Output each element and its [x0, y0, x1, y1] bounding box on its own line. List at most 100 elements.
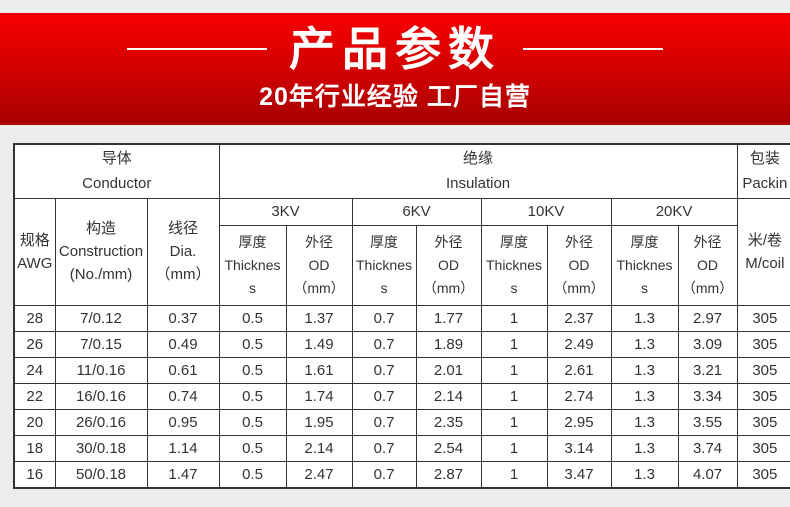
cell-6kv-thickness: 0.7 — [351, 460, 417, 488]
cell-10kv-od: 2.95 — [546, 408, 612, 436]
table-row: 26 7/0.15 0.49 0.5 1.49 0.7 1.89 1 2.49 1.3 3.09 30… — [13, 330, 790, 358]
cell-10kv-od: 2.74 — [546, 382, 612, 410]
packing-label-en: Packin — [742, 175, 788, 193]
cell-dia: 0.49 — [146, 330, 220, 358]
header-3kv-od: 外径 OD （mm） — [285, 224, 353, 306]
od-label-unit: （mm） — [681, 279, 734, 296]
header-10kv-od: 外径 OD （mm） — [546, 224, 612, 306]
cell-10kv-od: 2.61 — [546, 356, 612, 384]
cell-dia: 1.47 — [146, 460, 220, 488]
cell-6kv-od: 2.35 — [415, 408, 482, 436]
cell-20kv-thickness: 1.3 — [610, 330, 679, 358]
cell-6kv-od: 2.87 — [415, 460, 482, 488]
packing-label-zh: 包装 — [749, 150, 780, 168]
cell-20kv-od: 3.55 — [677, 408, 738, 436]
insulation-label-en: Insulation — [445, 175, 511, 193]
cell-3kv-thickness: 0.5 — [218, 330, 287, 358]
header-kv-3: 3KV — [218, 197, 353, 226]
cell-10kv-od: 2.49 — [546, 330, 612, 358]
cell-m-per-coil: 305 — [736, 434, 790, 462]
header-10kv-thickness: 厚度 Thickness — [480, 224, 548, 306]
od-label-zh: 外径 — [305, 233, 333, 250]
cell-6kv-thickness: 0.7 — [351, 434, 417, 462]
cell-construction: 11/0.16 — [54, 356, 148, 384]
thickness-label-zh: 厚度 — [238, 233, 267, 250]
od-label-en: OD — [438, 256, 459, 273]
header-insulation: 绝缘 Insulation — [218, 143, 738, 199]
cell-3kv-od: 1.61 — [285, 356, 353, 384]
thickness-label-zh: 厚度 — [500, 233, 528, 250]
cell-3kv-od: 1.49 — [285, 330, 353, 358]
cell-6kv-od: 1.89 — [415, 330, 482, 358]
cell-3kv-thickness: 0.5 — [218, 460, 287, 488]
cell-dia: 1.14 — [146, 434, 220, 462]
cell-dia: 0.61 — [146, 356, 220, 384]
cell-construction: 16/0.16 — [54, 382, 148, 410]
cell-20kv-thickness: 1.3 — [610, 304, 679, 332]
cell-m-per-coil: 305 — [736, 408, 790, 436]
cell-10kv-thickness: 1 — [480, 330, 548, 358]
header-conductor: 导体 Conductor — [13, 143, 220, 199]
header-kv-row: 规格 AWG 构造 Construction (No./mm) 线径 Dia. … — [13, 197, 790, 306]
cell-10kv-thickness: 1 — [480, 304, 548, 332]
mcoil-label-zh: 米/卷 — [747, 231, 782, 249]
cell-6kv-thickness: 0.7 — [351, 356, 417, 384]
cell-3kv-od: 1.95 — [285, 408, 353, 436]
cell-20kv-thickness: 1.3 — [610, 408, 679, 436]
cell-awg: 26 — [13, 330, 56, 358]
od-label-unit: （mm） — [422, 279, 475, 296]
banner: 产品参数 20年行业经验 工厂自营 — [0, 13, 790, 125]
cell-m-per-coil: 305 — [736, 460, 790, 488]
spec-table-wrap: 导体 Conductor 绝缘 Insulation 包装 Packin 规格 … — [13, 143, 790, 489]
cell-20kv-thickness: 1.3 — [610, 382, 679, 410]
dia-label-zh: 线径 — [167, 220, 198, 237]
cell-3kv-thickness: 0.5 — [218, 408, 287, 436]
page-title: 产品参数 — [289, 23, 501, 75]
cell-20kv-thickness: 1.3 — [610, 460, 679, 488]
table-row: 28 7/0.12 0.37 0.5 1.37 0.7 1.77 1 2.37 1.3 2.97 30… — [13, 304, 790, 332]
cell-3kv-od: 2.14 — [285, 434, 353, 462]
header-group-row: 导体 Conductor 绝缘 Insulation 包装 Packin — [13, 143, 790, 199]
header-kv-20: 20KV — [610, 197, 738, 226]
od-label-en: OD — [697, 256, 719, 273]
cell-awg: 16 — [13, 460, 56, 488]
cell-3kv-thickness: 0.5 — [218, 434, 287, 462]
header-3kv-thickness: 厚度 Thickness — [218, 224, 287, 306]
spec-table: 导体 Conductor 绝缘 Insulation 包装 Packin 规格 … — [13, 143, 790, 489]
cell-3kv-thickness: 0.5 — [218, 382, 287, 410]
cell-10kv-od: 2.37 — [546, 304, 612, 332]
cell-dia: 0.37 — [146, 304, 220, 332]
cell-awg: 24 — [13, 356, 56, 384]
od-label-en: OD — [308, 256, 330, 273]
cell-m-per-coil: 305 — [736, 382, 790, 410]
thickness-label-zh: 厚度 — [630, 233, 659, 250]
construction-label-unit: (No./mm) — [69, 266, 133, 283]
cell-awg: 28 — [13, 304, 56, 332]
conductor-label-zh: 导体 — [101, 150, 132, 168]
spec-table-body: 28 7/0.12 0.37 0.5 1.37 0.7 1.77 1 2.37 1.3 2.97 30… — [13, 304, 790, 488]
od-label-unit: （mm） — [293, 279, 345, 296]
cell-6kv-od: 2.01 — [415, 356, 482, 384]
construction-label-zh: 构造 — [85, 220, 116, 237]
thickness-label-en: Thickness — [485, 256, 543, 296]
cell-10kv-thickness: 1 — [480, 460, 548, 488]
cell-dia: 0.95 — [146, 408, 220, 436]
cell-20kv-od: 3.09 — [677, 330, 738, 358]
cell-6kv-od: 1.77 — [415, 304, 482, 332]
header-20kv-od: 外径 OD （mm） — [677, 224, 738, 306]
cell-20kv-od: 2.97 — [677, 304, 738, 332]
thickness-label-en: Thickness — [616, 256, 673, 296]
cell-construction: 30/0.18 — [54, 434, 148, 462]
mcoil-label-en: M/coil — [745, 254, 785, 272]
cell-m-per-coil: 305 — [736, 330, 790, 358]
cell-6kv-thickness: 0.7 — [351, 408, 417, 436]
cell-20kv-thickness: 1.3 — [610, 356, 679, 384]
header-mcoil: 米/卷 M/coil — [736, 197, 790, 306]
cell-m-per-coil: 305 — [736, 304, 790, 332]
cell-3kv-od: 2.47 — [285, 460, 353, 488]
cell-6kv-thickness: 0.7 — [351, 382, 417, 410]
banner-subtitle: 20年行业经验 工厂自营 — [259, 83, 531, 111]
header-packing: 包装 Packin — [736, 143, 790, 199]
header-6kv-od: 外径 OD （mm） — [415, 224, 482, 306]
cell-m-per-coil: 305 — [736, 356, 790, 384]
